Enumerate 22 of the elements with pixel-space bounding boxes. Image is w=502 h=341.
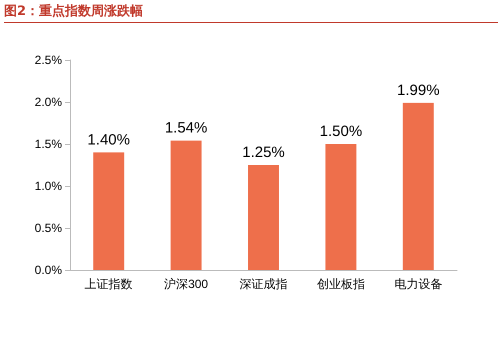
chart-title: 图2：重点指数周涨跌幅 [4,2,498,23]
x-tick-label: 上证指数 [84,277,133,291]
x-tick-label: 沪深300 [164,277,208,291]
y-tick-label: 2.0% [34,95,62,109]
bar [325,144,356,270]
data-label: 1.54% [164,120,208,137]
bar [170,140,202,270]
y-tick-label: 0.5% [34,221,62,235]
data-label: 1.99% [397,82,440,99]
bar [248,165,279,270]
y-tick-label: 0.0% [34,263,62,277]
x-tick-label: 电力设备 [394,277,442,291]
x-tick-label: 创业板指 [316,277,365,291]
data-label: 1.40% [87,131,130,148]
bar [402,102,434,270]
y-tick-label: 1.0% [34,179,62,193]
y-tick-label: 1.5% [34,137,62,151]
bar [93,152,124,270]
data-label: 1.50% [320,123,362,140]
data-label: 1.25% [242,144,285,161]
y-tick-label: 2.5% [34,53,62,67]
x-tick-label: 深证成指 [240,277,288,291]
